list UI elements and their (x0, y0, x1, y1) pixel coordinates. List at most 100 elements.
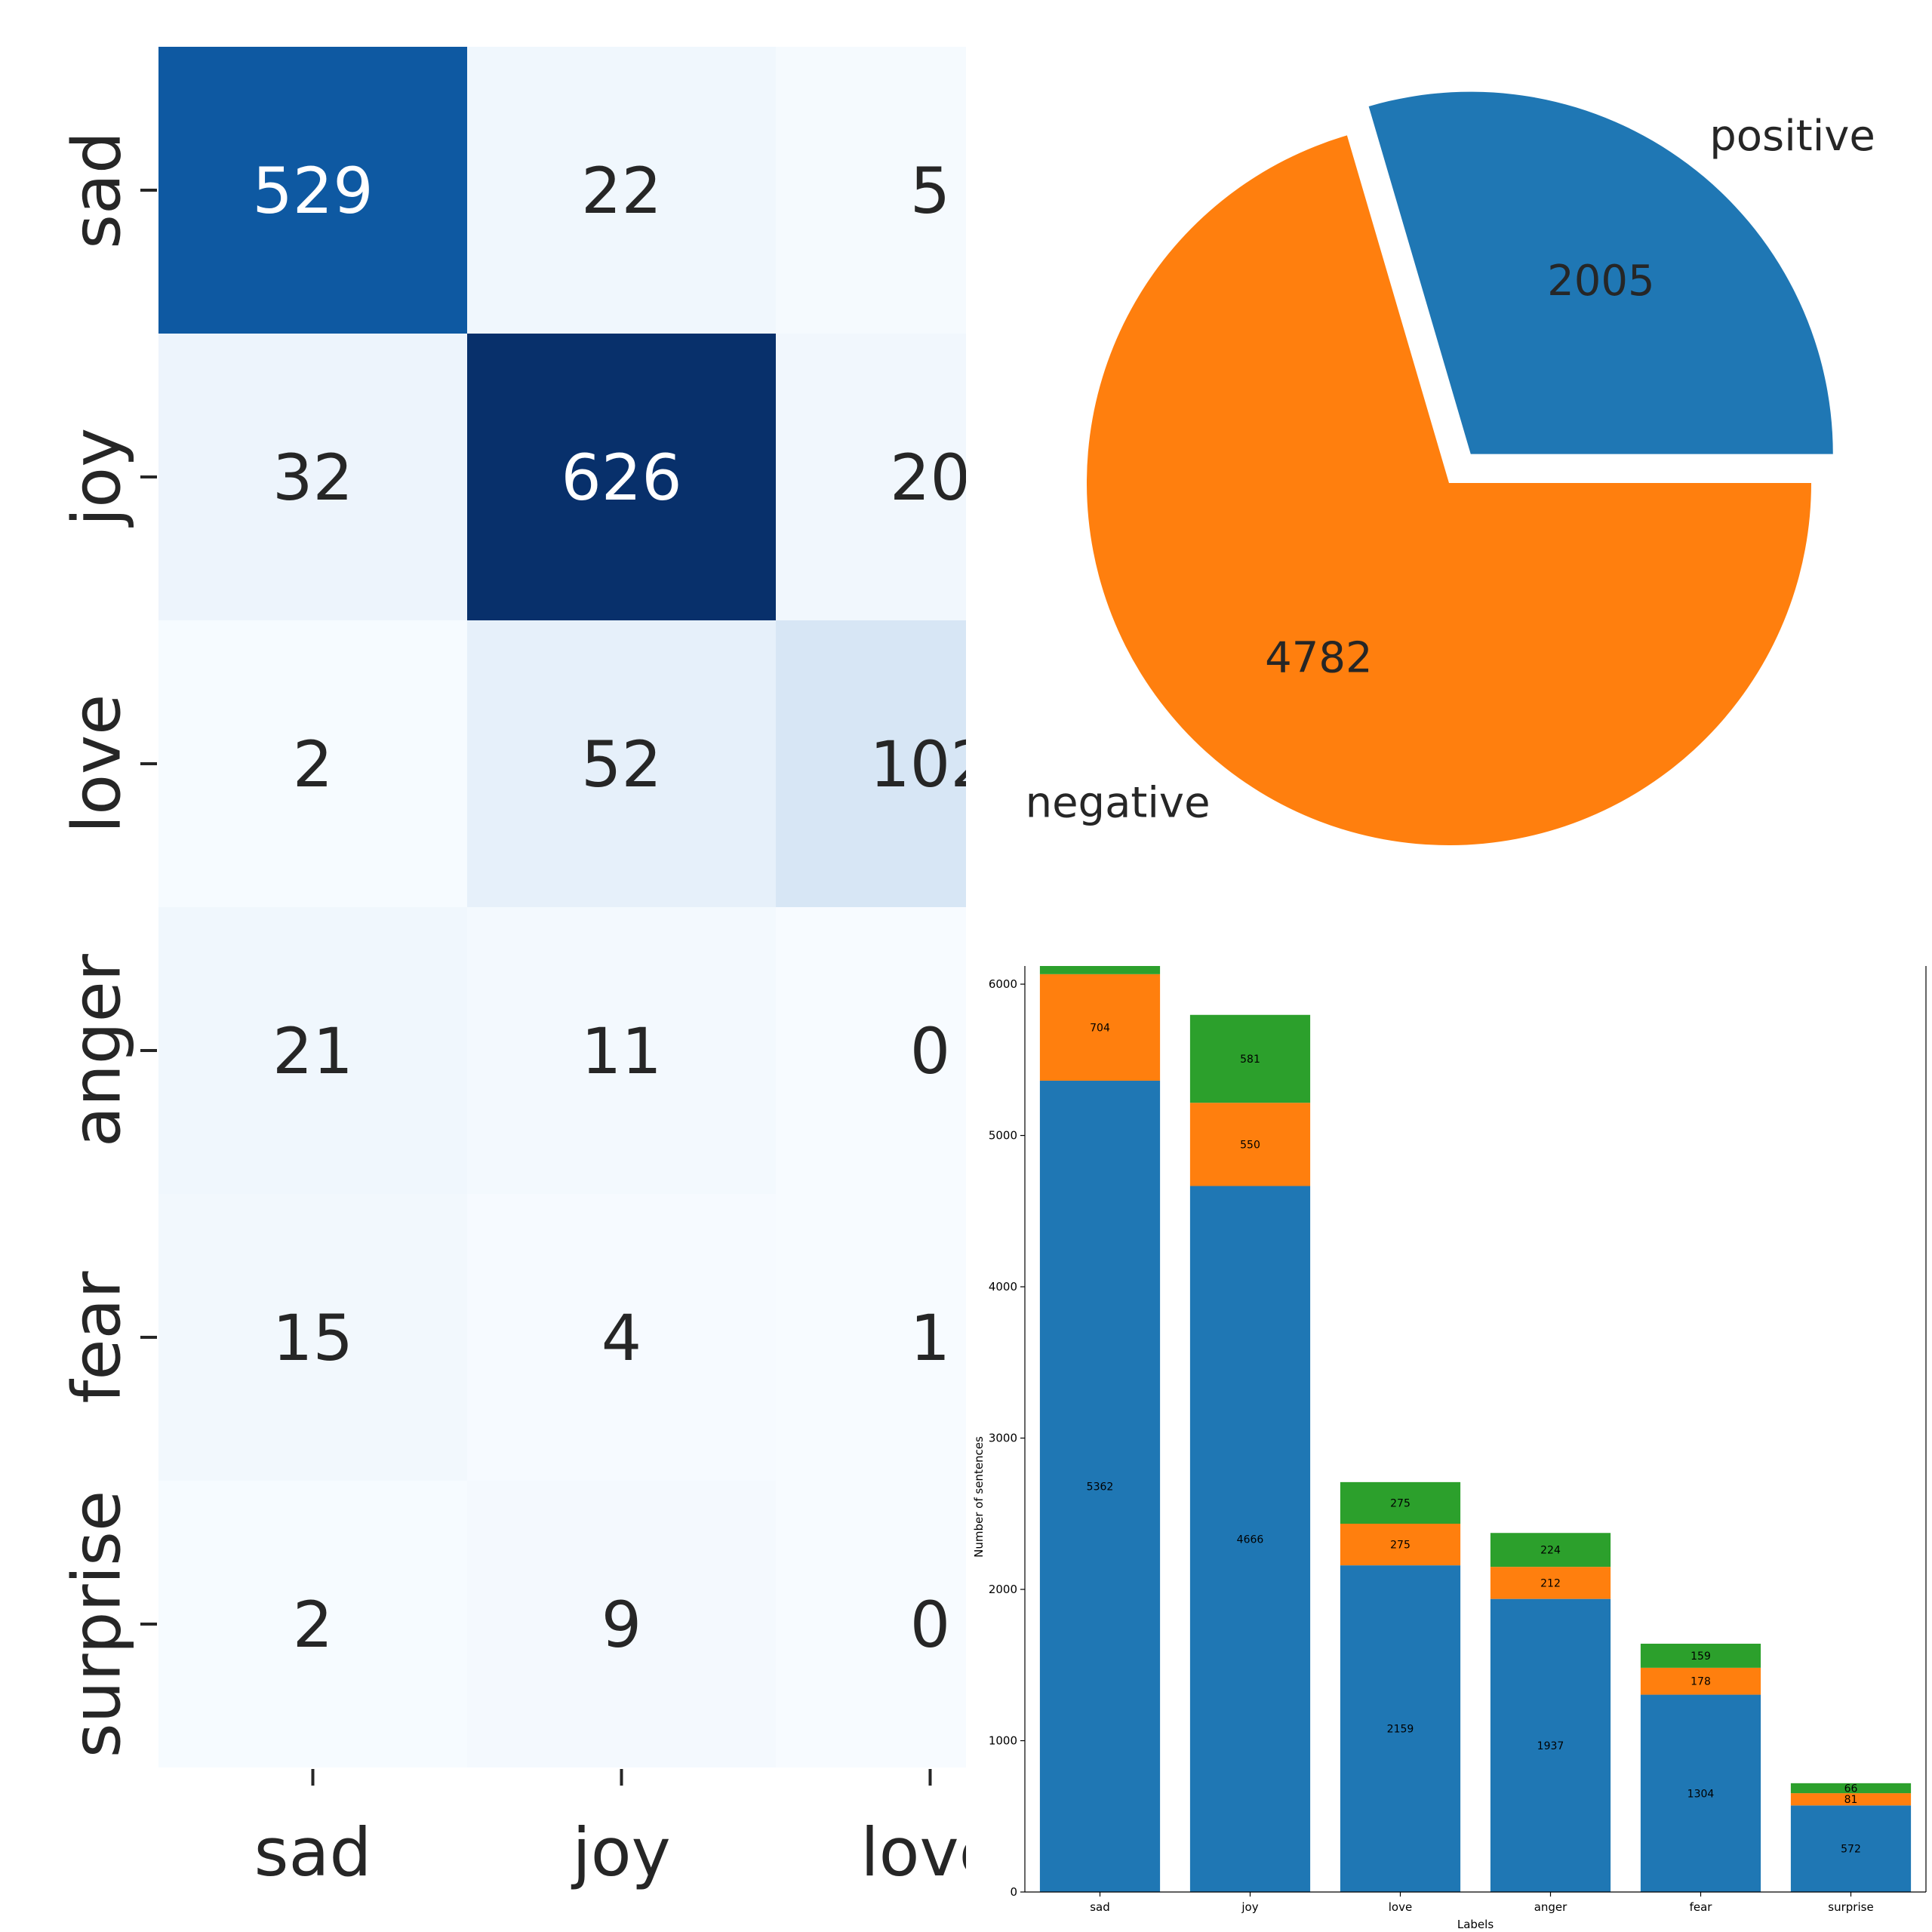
bar-segment (1490, 1533, 1611, 1567)
heatmap-cell-value: 15 (272, 1301, 353, 1375)
bar-data-label: 66 (1844, 1783, 1858, 1795)
heatmap-cell (467, 334, 776, 620)
pie-label-positive: positive (1709, 112, 1875, 161)
bar-segment (1640, 1694, 1761, 1892)
bar-x-tick-label: love (1389, 1900, 1412, 1914)
bar-segment (1790, 1793, 1912, 1806)
heatmap-cell-value: 102 (869, 728, 990, 801)
sentiment-pie-chart: 2005 positive 4782 negative (1026, 91, 1875, 845)
heatmap-cell-value: 1 (910, 1301, 950, 1375)
heatmap-cell (158, 620, 467, 907)
heatmap-cell (158, 1481, 467, 1767)
heatmap-cell (776, 907, 966, 1194)
bar-y-tick-label: 4000 (989, 1280, 1017, 1294)
pie-value-label: 2005 (1547, 257, 1655, 306)
bar-y-tick-label: 1000 (989, 1734, 1017, 1748)
heatmap-cell (776, 620, 966, 907)
pie-slice (1368, 91, 1833, 454)
bar-y-tick-label: 5000 (989, 1129, 1017, 1143)
bar-segment (1490, 1567, 1611, 1599)
y-tick-label: love (58, 694, 136, 834)
heatmap-cell (776, 47, 966, 334)
pie-slice (1087, 135, 1811, 845)
heatmap-cell-value: 0 (910, 1588, 950, 1662)
stacked-bar-chart: 5362 704 4666 550 581 2159 275 275 1937 212 224 130… (972, 966, 1927, 1931)
pie-value-label: 4782 (1265, 634, 1373, 683)
bar-segment (1189, 1014, 1311, 1103)
heatmap-cell (776, 1481, 966, 1767)
pie-label-negative: negative (1026, 779, 1211, 828)
bar-x-axis-label: Labels (1457, 1918, 1494, 1931)
bar-segment (1790, 1783, 1912, 1794)
bar-y-tick-label: 6000 (989, 977, 1017, 991)
bar-data-label: 1937 (1537, 1740, 1564, 1752)
bar-data-label: 159 (1690, 1651, 1711, 1663)
y-tick-label: anger (58, 953, 136, 1147)
y-tick-label: joy (58, 428, 136, 528)
bar-segment (1039, 966, 1161, 974)
y-tick-label: fear (58, 1271, 136, 1404)
bar-segment (1189, 1103, 1311, 1186)
bar-data-label: 178 (1690, 1676, 1711, 1688)
bar-segment (1640, 1667, 1761, 1695)
bar-segment (1039, 1080, 1161, 1892)
bar-data-label: 4666 (1237, 1534, 1264, 1546)
heatmap-cell (467, 620, 776, 907)
bar-segment (1340, 1524, 1461, 1566)
bar-data-label: 275 (1390, 1540, 1411, 1552)
heatmap-cell (467, 1481, 776, 1767)
heatmap-cell-value: 20 (890, 441, 971, 515)
bar-data-label: 572 (1841, 1844, 1861, 1856)
bar-data-label: 550 (1240, 1139, 1260, 1151)
bar-segment (1340, 1565, 1461, 1892)
heatmap-cell-value: 626 (561, 441, 681, 515)
bar-x-tick-label: anger (1534, 1900, 1567, 1914)
bar-x-tick-label: joy (1241, 1900, 1258, 1914)
bar-data-label: 224 (1540, 1545, 1561, 1557)
bar-y-tick-label: 2000 (989, 1583, 1017, 1596)
x-tick-label: sad (254, 1814, 372, 1891)
heatmap-cell-value: 529 (252, 154, 373, 228)
bar-data-label: 81 (1844, 1794, 1858, 1806)
heatmap-cell-value: 5 (910, 154, 950, 228)
heatmap-cell-value: 2 (293, 1588, 333, 1662)
heatmap-cell-value: 9 (601, 1588, 641, 1662)
heatmap-cell (776, 334, 966, 620)
heatmap-cell (467, 1194, 776, 1481)
bar-segment (1340, 1481, 1461, 1524)
heatmap-cell (467, 907, 776, 1194)
heatmap-body: 529 22 5 32 626 20 2 52 102 21 11 0 15 4 1 2 9 0 sad joy lov… (158, 47, 1000, 1891)
heatmap-cell-value: 2 (293, 728, 333, 801)
bar-x-tick-label: sad (1090, 1900, 1110, 1914)
bar-data-label: 275 (1390, 1497, 1411, 1509)
heatmap-cell (158, 334, 467, 620)
heatmap-cell-value: 52 (581, 728, 662, 801)
heatmap-cell-value: 4 (601, 1301, 641, 1375)
x-tick-label: joy (571, 1814, 670, 1891)
heatmap-cell (158, 47, 467, 334)
bar-y-tick-label: 0 (1010, 1885, 1017, 1899)
bar-data-label: 704 (1090, 1022, 1110, 1034)
heatmap-cell-value: 11 (581, 1014, 662, 1088)
bar-data-label: 581 (1240, 1054, 1260, 1066)
y-tick-label: surprise (58, 1491, 136, 1758)
heatmap-cell (776, 1194, 966, 1481)
heatmap-cell-value: 32 (272, 441, 353, 515)
bar-segment (1490, 1598, 1611, 1892)
bar-data-label: 212 (1540, 1577, 1561, 1589)
heatmap-cell (467, 47, 776, 334)
bar-data-label: 5362 (1087, 1481, 1114, 1493)
bar-data-label: 1304 (1687, 1788, 1715, 1800)
x-tick-label: love (860, 1814, 1000, 1891)
heatmap-cell-value: 0 (910, 1014, 950, 1088)
bar-segment (1640, 1643, 1761, 1668)
bar-x-tick-label: fear (1690, 1900, 1713, 1914)
heatmap-cell-value: 21 (272, 1014, 353, 1088)
bar-segment (1039, 974, 1161, 1081)
bar-x-tick-label: surprise (1828, 1900, 1873, 1914)
bar-y-tick-label: 3000 (989, 1432, 1017, 1445)
heatmap-cell (158, 907, 467, 1194)
y-tick-label: sad (58, 131, 136, 249)
bar-data-label: 2159 (1387, 1724, 1414, 1736)
